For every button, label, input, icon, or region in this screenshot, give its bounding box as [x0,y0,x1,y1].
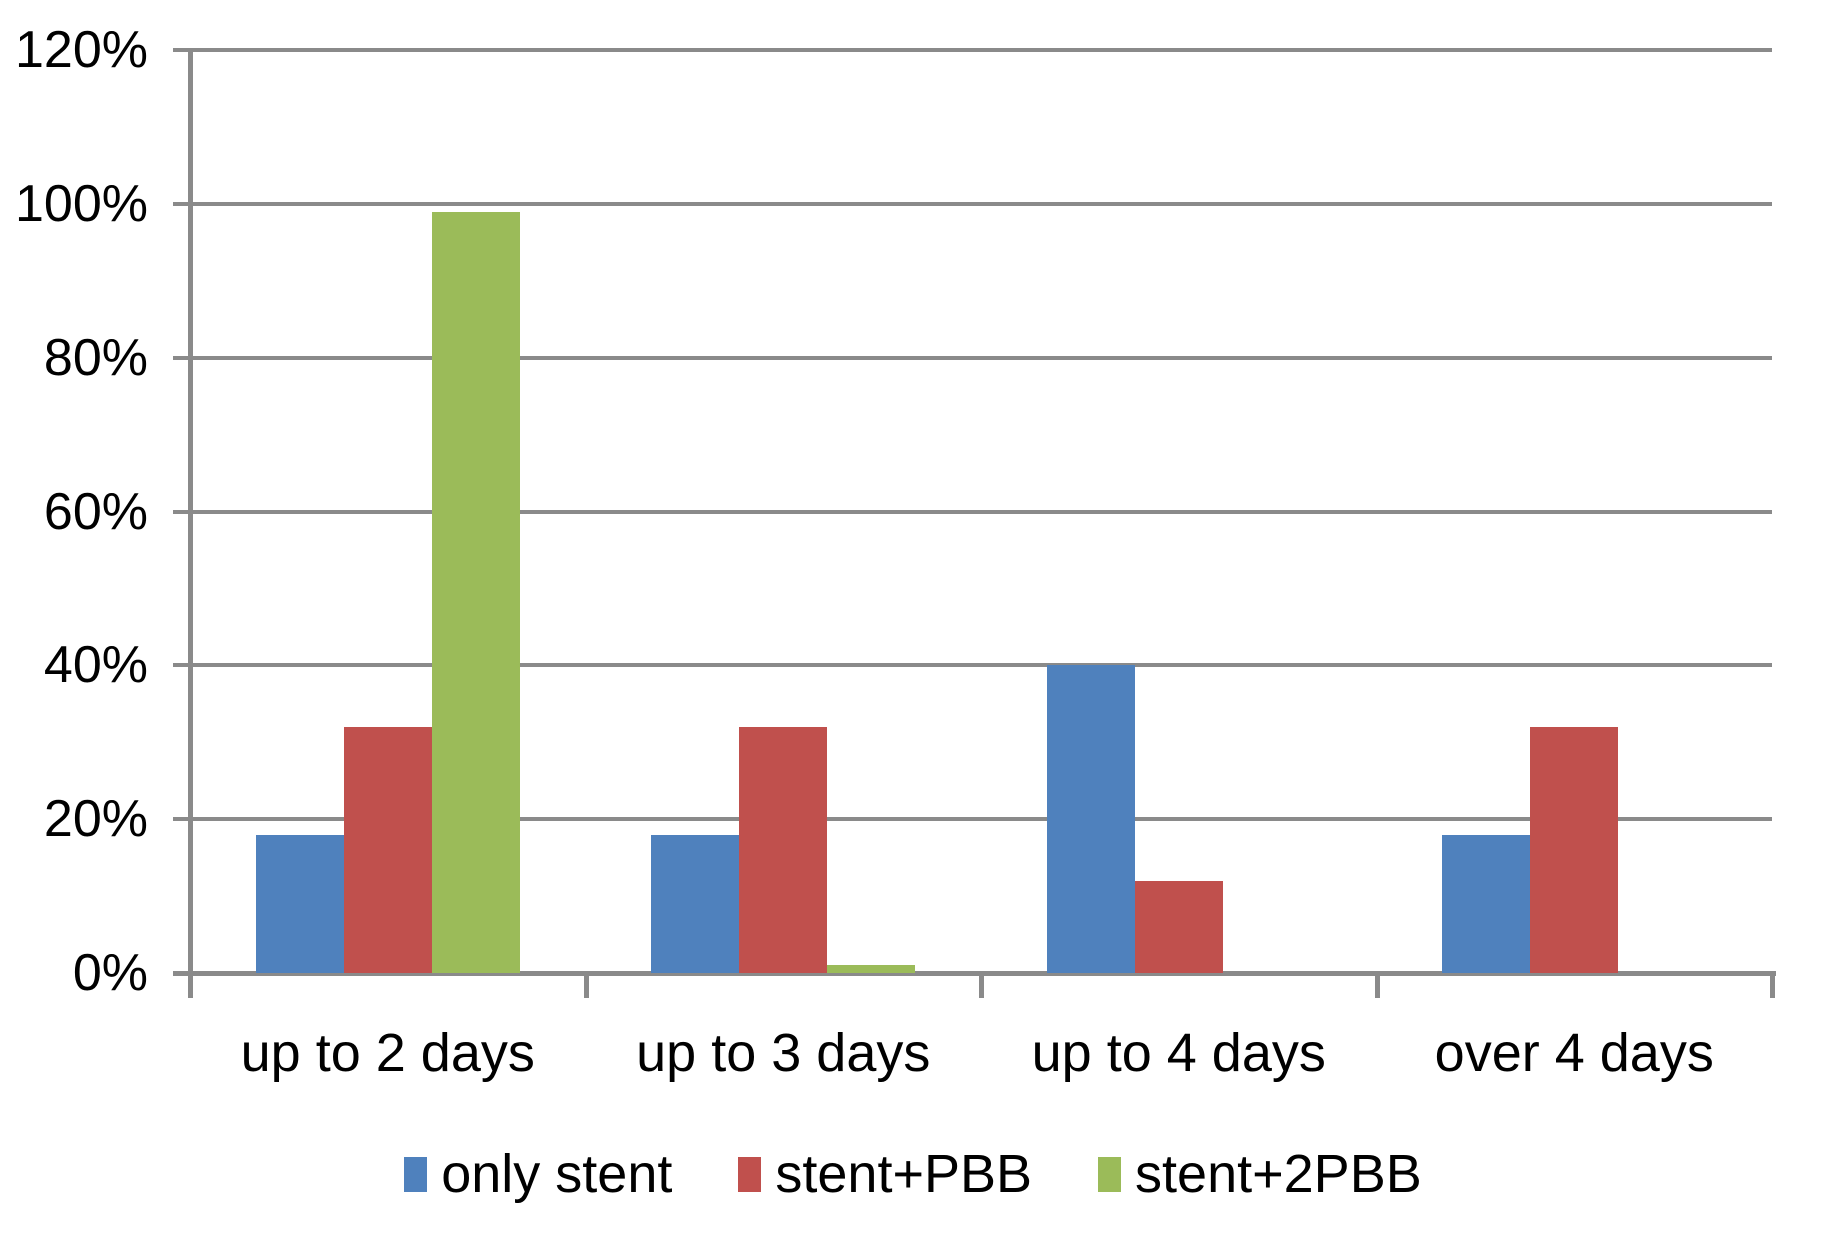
x-axis-tick [1374,973,1380,998]
gridline-40pct [173,663,1772,668]
legend-marker-stent-pbb [738,1156,762,1192]
legend-label-stent-pbb: stent+PBB [775,1144,1033,1204]
bar-only-stent-up-to-2-days [255,834,344,973]
gridline-100pct [173,201,1772,206]
bar-stent-2pbb-up-to-2-days [431,211,520,973]
x-axis-tick [188,973,193,998]
gridline-60pct [173,509,1772,514]
legend-marker-stent-2pbb [1098,1156,1122,1192]
legend-item-stent-pbb: stent+PBB [738,1138,1032,1210]
x-category-label-up-to-3-days: up to 3 days [636,1023,931,1083]
y-tick-label-0: 0% [72,944,148,1002]
x-axis-line [173,971,1776,976]
legend-label-stent-2pbb: stent+2PBB [1135,1144,1422,1204]
y-tick-label-100: 100% [15,174,148,233]
x-category-label-over-4-days: over 4 days [1434,1023,1714,1083]
bar-stent-2pbb-up-to-3-days [827,965,916,973]
bar-stent-pbb-up-to-3-days [739,726,828,973]
y-tick-label-40: 40% [43,636,148,695]
x-category-label-up-to-2-days: up to 2 days [240,1023,535,1083]
legend-item-only-stent: only stent [404,1138,672,1210]
gridline-20pct [173,817,1772,822]
y-tick-label-60: 60% [43,482,148,541]
x-category-label-up-to-4-days: up to 4 days [1031,1023,1326,1083]
bar-only-stent-up-to-4-days [1046,665,1135,973]
bar-only-stent-up-to-3-days [651,834,740,973]
bar-stent-pbb-over-4-days [1530,726,1619,973]
legend-item-stent-2pbb: stent+2PBB [1098,1138,1422,1210]
y-tick-label-20: 20% [43,790,148,849]
gridline-80pct [173,355,1772,360]
x-axis-tick [1770,973,1775,998]
legend-label-only-stent: only stent [441,1144,673,1204]
bar-stent-pbb-up-to-4-days [1134,880,1223,973]
gridline-120pct [173,48,1772,52]
legend: only stent stent+PBB stent+2PBB [0,1138,1826,1210]
y-axis-line [188,48,193,998]
bar-stent-pbb-up-to-2-days [343,726,432,973]
bar-only-stent-over-4-days [1442,834,1531,973]
y-tick-label-80: 80% [43,328,148,387]
legend-marker-only-stent [404,1156,428,1192]
x-axis-tick [979,973,984,998]
y-tick-label-120: 120% [15,21,148,79]
x-axis-tick [583,973,589,998]
